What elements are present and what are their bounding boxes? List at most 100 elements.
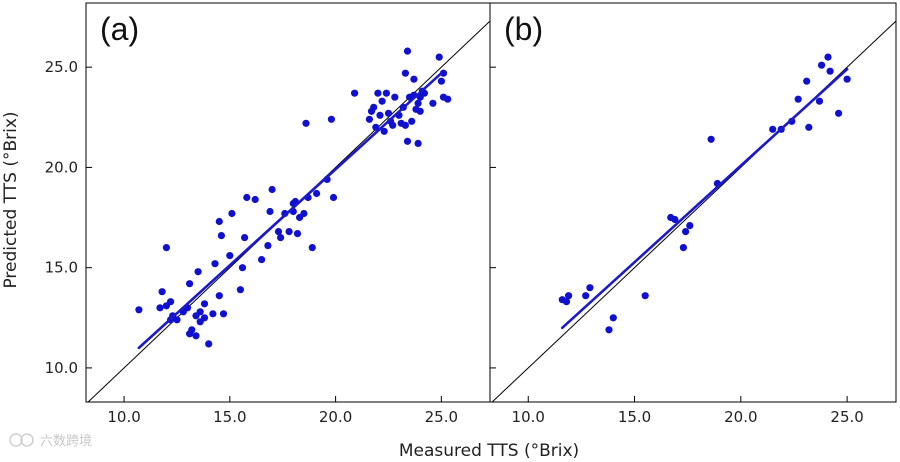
data-point	[439, 69, 448, 77]
data-point	[372, 123, 380, 131]
watermark-text: 六数跨境	[40, 434, 92, 449]
data-point	[200, 314, 209, 322]
data-point	[707, 135, 715, 143]
data-point	[188, 326, 196, 334]
data-point	[266, 207, 274, 216]
data-point	[401, 121, 409, 129]
data-point	[605, 326, 613, 334]
data-point	[382, 89, 390, 97]
data-point	[264, 242, 272, 250]
y-tick-label: 25.0	[45, 58, 78, 76]
data-point	[173, 316, 181, 324]
data-point	[329, 193, 338, 202]
data-point	[268, 185, 276, 194]
watermark: 六数跨境	[9, 433, 92, 449]
data-point	[609, 314, 617, 322]
data-point	[769, 125, 777, 133]
y-axis-title: Predicted TTS (°Brix)	[1, 111, 21, 288]
data-point	[200, 300, 209, 308]
data-point	[414, 99, 422, 107]
data-point	[414, 139, 422, 147]
data-point	[403, 47, 412, 55]
data-point	[327, 115, 335, 123]
data-point	[209, 310, 217, 318]
data-point	[194, 268, 202, 276]
data-point	[302, 119, 310, 127]
data-point	[384, 109, 393, 117]
data-point	[192, 332, 200, 340]
y-tick-label: 10.0	[45, 359, 78, 377]
data-point	[186, 280, 194, 288]
data-point	[219, 310, 228, 318]
panel-a: 10.0 15.0 20.0 25.0 10.0 15.0 20.0 25.0 (a)	[45, 2, 491, 426]
x-tick-label: 20.0	[724, 408, 757, 426]
data-point	[435, 53, 443, 61]
data-point	[370, 103, 378, 111]
data-point	[313, 189, 321, 198]
data-point	[378, 97, 386, 105]
data-point	[135, 306, 143, 314]
x-tick-label: 15.0	[618, 408, 651, 426]
x-tick-label: 10.0	[512, 408, 545, 426]
data-point	[167, 298, 175, 306]
data-point	[805, 123, 813, 131]
data-point	[389, 121, 397, 129]
data-point	[156, 304, 164, 312]
data-point	[308, 244, 316, 252]
data-point	[376, 111, 384, 119]
data-point	[818, 61, 826, 69]
data-point	[410, 75, 418, 83]
data-point	[401, 69, 409, 77]
x-tick-label: 25.0	[425, 408, 458, 426]
panel-label: (b)	[504, 11, 543, 47]
data-point	[196, 308, 204, 316]
data-point	[258, 256, 266, 264]
data-point	[824, 53, 832, 61]
data-point	[205, 340, 213, 348]
data-point	[826, 67, 834, 75]
data-point	[162, 244, 170, 252]
data-point	[274, 228, 283, 236]
regression-line	[560, 67, 849, 330]
panel-label: (a)	[100, 11, 139, 47]
data-point	[215, 292, 223, 300]
x-tick-label: 25.0	[830, 408, 863, 426]
data-point	[429, 99, 437, 107]
data-point	[582, 292, 590, 300]
data-point	[277, 234, 285, 242]
data-point	[416, 107, 424, 115]
x-tick-label: 15.0	[213, 408, 246, 426]
regression-line	[137, 71, 443, 350]
data-point	[671, 215, 679, 224]
data-point	[794, 95, 802, 103]
data-point	[835, 109, 843, 117]
data-point	[403, 137, 412, 145]
data-point	[562, 298, 571, 306]
data-point	[293, 230, 302, 238]
data-point	[300, 209, 308, 218]
data-point	[215, 217, 223, 226]
data-point	[226, 252, 234, 260]
data-point	[211, 260, 219, 268]
data-point	[243, 193, 251, 202]
data-point	[803, 77, 811, 85]
data-point	[391, 93, 399, 101]
data-point	[437, 77, 445, 85]
data-point	[285, 228, 293, 236]
y-tick-label: 15.0	[45, 259, 78, 277]
y-tick-label: 20.0	[45, 158, 78, 176]
data-point	[365, 115, 373, 123]
data-point	[228, 209, 236, 218]
data-point	[565, 292, 573, 300]
data-point	[374, 89, 382, 97]
x-tick-label: 20.0	[319, 408, 352, 426]
data-point	[586, 284, 594, 292]
data-point	[217, 232, 225, 240]
data-point	[380, 127, 388, 135]
data-point	[641, 292, 649, 300]
panel-frame	[489, 2, 897, 403]
data-point	[815, 97, 824, 105]
data-point	[236, 286, 244, 294]
